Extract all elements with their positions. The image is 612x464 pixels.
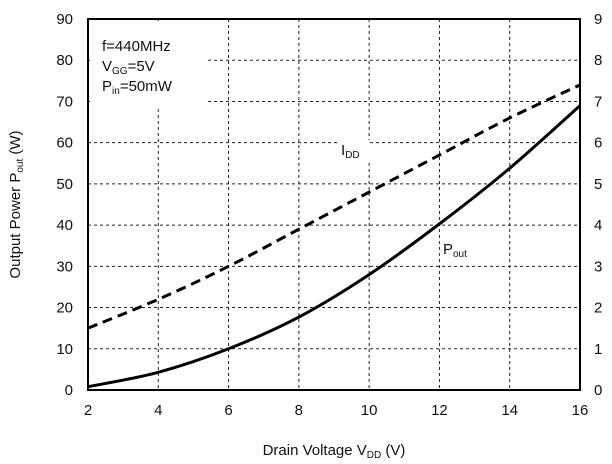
svg-text:Pout: Pout [443,241,467,260]
tick-labels: 2 4 6 8 10 12 14 160102030405060708090012345678… [56,11,602,419]
x-tick-label: 12 [431,402,448,419]
y-left-tick-label: 20 [56,300,73,317]
x-tick-label: 8 [295,402,303,419]
condition-gate-voltage: VGG=5V [102,58,155,77]
conditions-annotation: f=440MHz VGG=5V Pin=50mW [90,21,208,109]
x-tick-label: 2 [84,402,92,419]
y-left-tick-label: 70 [56,93,73,110]
y-right-tick-label: 9 [594,11,602,28]
x-tick-label: 10 [361,402,378,419]
y-right-tick-label: 8 [594,52,602,69]
x-tick-label: 6 [224,402,232,419]
y-right-tick-label: 2 [594,300,602,317]
y-left-tick-label: 40 [56,217,73,234]
x-tick-label: 4 [154,402,162,419]
y-right-tick-label: 4 [594,217,602,234]
y-right-tick-label: 3 [594,258,602,275]
y-right-tick-label: 7 [594,93,602,110]
series-label-idd: IDD [338,140,371,163]
series-line-pout [87,104,581,389]
y-left-tick-label: 60 [56,135,73,152]
condition-frequency: f=440MHz [102,38,171,55]
y-right-tick-label: 0 [594,382,602,399]
svg-text:IDD: IDD [341,142,360,161]
y-right-tick-label: 5 [594,176,602,193]
y-left-tick-label: 30 [56,258,73,275]
y-right-tick-label: 6 [594,135,602,152]
y-left-tick-label: 10 [56,341,73,358]
series-layer [87,83,581,389]
y-left-tick-label: 90 [56,11,73,28]
series-label-pout: Pout [439,238,478,261]
y-axis-title: Output Power Pout (W) [7,130,26,278]
x-tick-label: 14 [501,402,518,419]
plot-frame [87,18,581,391]
series-line-idd [87,83,581,330]
x-tick-label: 16 [572,402,589,419]
y-left-tick-label: 80 [56,52,73,69]
x-axis-title: Drain Voltage VDD (V) [263,442,406,461]
y-left-tick-label: 50 [56,176,73,193]
grid [88,19,580,390]
condition-input-power: Pin=50mW [102,78,173,97]
y-right-tick-label: 1 [594,341,602,358]
y-left-tick-label: 0 [65,382,73,399]
